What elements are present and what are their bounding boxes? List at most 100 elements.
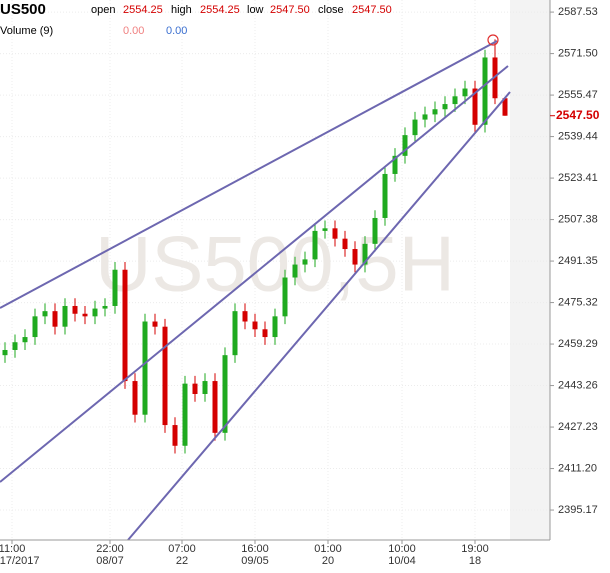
trend-line bbox=[0, 40, 498, 309]
candle-body bbox=[312, 230, 318, 260]
candle-body bbox=[72, 305, 78, 314]
legend-value: 2554.25 bbox=[200, 4, 240, 16]
x-tick-label: 16:00 bbox=[241, 543, 269, 555]
candle-body bbox=[92, 308, 98, 317]
candle-body bbox=[222, 355, 228, 433]
candle-body bbox=[152, 321, 158, 327]
volume-value: 0.00 bbox=[166, 25, 187, 37]
legend-value: 2547.50 bbox=[352, 4, 392, 16]
candle-body bbox=[442, 104, 448, 110]
header: US500 open 2554.25 high 2554.25 low 2547… bbox=[0, 1, 392, 37]
candle-body bbox=[282, 277, 288, 317]
indicator: Volume (9) bbox=[0, 25, 53, 37]
candle-body bbox=[352, 249, 358, 265]
candle-body bbox=[402, 135, 408, 156]
candle-body bbox=[362, 243, 368, 265]
trend-line bbox=[0, 65, 509, 483]
candle-body bbox=[452, 96, 458, 105]
candle-body bbox=[302, 259, 308, 265]
x-tick-date: 08/07 bbox=[96, 555, 124, 567]
x-tick-label: 07:00 bbox=[168, 543, 196, 555]
x-tick-date: 10/04 bbox=[388, 555, 416, 567]
candle-body bbox=[162, 326, 168, 426]
axis-labels: 2587.53 2571.50 2555.47 2539.44 2523.41 2507.… bbox=[0, 6, 606, 567]
candle-body bbox=[62, 305, 68, 327]
candle-body bbox=[482, 57, 488, 125]
y-tick-label: 2427.23 bbox=[558, 421, 598, 433]
candle-body bbox=[12, 342, 18, 350]
y-tick-label: 2571.50 bbox=[558, 47, 598, 59]
candle-body bbox=[232, 311, 238, 356]
candle-body bbox=[42, 311, 48, 317]
candle-body bbox=[182, 383, 188, 446]
candle-body bbox=[132, 381, 138, 415]
x-tick-label: 22:00 bbox=[96, 543, 124, 555]
price-tag bbox=[554, 107, 606, 124]
y-tick-label: 2507.38 bbox=[558, 213, 598, 225]
candle-body bbox=[332, 228, 338, 239]
legend-label: high bbox=[171, 4, 192, 16]
candle-body bbox=[382, 173, 388, 218]
candle-body bbox=[422, 114, 428, 120]
y-tick-label: 2395.17 bbox=[558, 504, 598, 516]
y-tick-label: 2459.29 bbox=[558, 338, 598, 350]
candle-body bbox=[172, 425, 178, 446]
candle-body bbox=[102, 305, 108, 309]
candle-body bbox=[32, 316, 38, 338]
candle-body bbox=[122, 269, 128, 382]
candle-body bbox=[212, 381, 218, 433]
price-tag-label: 2547.50 bbox=[556, 108, 600, 122]
y-tick-label: 2491.35 bbox=[558, 255, 598, 267]
trend-line bbox=[127, 91, 511, 541]
y-tick-label: 2523.41 bbox=[558, 172, 598, 184]
y-tick-label: 2555.47 bbox=[558, 89, 598, 101]
legend-value: 2547.50 bbox=[270, 4, 310, 16]
legend-label: low bbox=[247, 4, 264, 16]
watermark: US500,5H bbox=[95, 220, 455, 308]
legend-label: open bbox=[91, 4, 115, 16]
x-tick-label: 01:00 bbox=[314, 543, 342, 555]
x-tick-label: 11:00 bbox=[0, 543, 25, 555]
x-tick-date: 07/17/2017 bbox=[0, 555, 40, 567]
candle-body bbox=[192, 383, 198, 394]
candle-body bbox=[112, 269, 118, 306]
candle-body bbox=[2, 349, 8, 356]
candle-body bbox=[22, 337, 28, 343]
y-tick-label: 2443.26 bbox=[558, 379, 598, 391]
y-tick-label: 2587.53 bbox=[558, 6, 598, 18]
candle-body bbox=[272, 316, 278, 338]
candle-body bbox=[262, 329, 268, 338]
candle-body bbox=[412, 119, 418, 136]
x-tick-date: 18 bbox=[469, 555, 481, 567]
candle-body bbox=[342, 238, 348, 250]
candle-body bbox=[52, 311, 58, 327]
x-tick-date: 20 bbox=[322, 555, 334, 567]
candle-body bbox=[462, 88, 468, 97]
x-tick-label: 10:00 bbox=[388, 543, 416, 555]
candle-body bbox=[142, 321, 148, 415]
candle-body bbox=[202, 381, 208, 394]
candle-body bbox=[372, 217, 378, 244]
candle-body bbox=[82, 313, 88, 317]
volume-value: 0.00 bbox=[123, 25, 144, 37]
candles bbox=[2, 39, 508, 454]
x-tick-date: 22 bbox=[176, 555, 188, 567]
candle-body bbox=[292, 264, 298, 278]
candle-body bbox=[322, 228, 328, 231]
future-area bbox=[510, 0, 550, 540]
candle-body bbox=[392, 155, 398, 174]
marker-circle bbox=[487, 34, 499, 46]
candle-body bbox=[432, 109, 438, 115]
legend-value: 2554.25 bbox=[123, 4, 163, 16]
x-tick-date: 09/05 bbox=[241, 555, 269, 567]
y-tick-label: 2475.32 bbox=[558, 296, 598, 308]
trend-lines bbox=[0, 40, 511, 541]
candle-body bbox=[242, 311, 248, 322]
candle-body bbox=[472, 88, 478, 125]
candle-body bbox=[502, 98, 508, 116]
x-tick-label: 19:00 bbox=[461, 543, 489, 555]
symbol: US500 bbox=[0, 1, 46, 18]
y-tick-label: 2539.44 bbox=[558, 130, 598, 142]
y-tick-label: 2411.20 bbox=[558, 462, 597, 474]
